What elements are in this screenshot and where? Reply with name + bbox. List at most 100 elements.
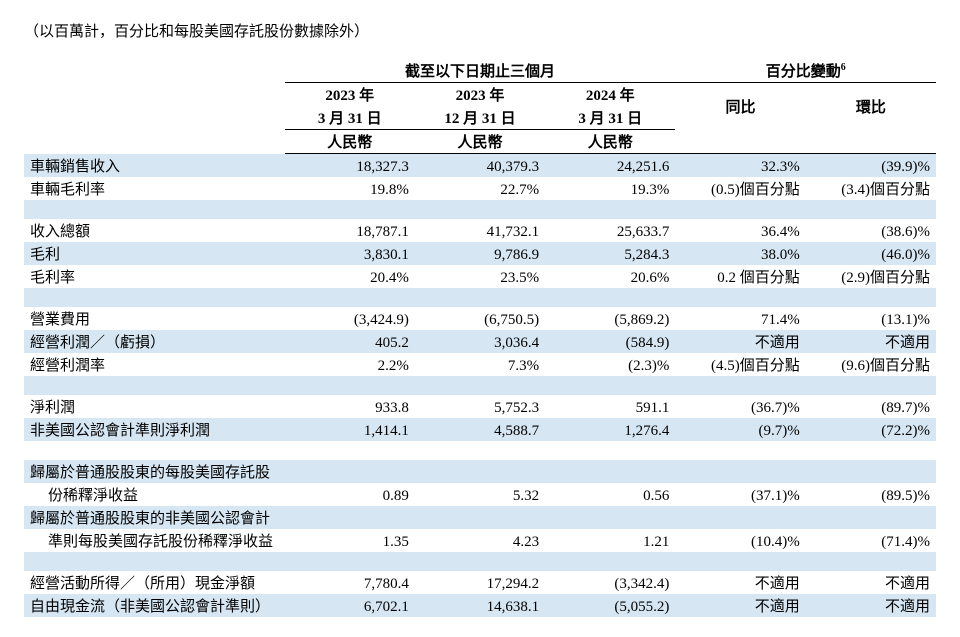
cell-value: 22.7% — [415, 177, 545, 200]
period-spanner: 截至以下日期止三個月 — [285, 59, 676, 83]
cell-value: 1.35 — [285, 529, 415, 552]
cell-value: (89.7)% — [806, 395, 936, 418]
cell-value: 41,732.1 — [415, 219, 545, 242]
cell-value: 18,787.1 — [285, 219, 415, 242]
row-label: 淨利潤 — [24, 395, 285, 418]
blank-row — [24, 441, 936, 460]
row-label: 車輛銷售收入 — [24, 154, 285, 177]
cell-value: 5,284.3 — [545, 242, 675, 265]
cell-value: 14,638.1 — [415, 594, 545, 617]
table-row: 經營利潤率2.2%7.3%(2.3)%(4.5)個百分點(9.6)個百分點 — [24, 353, 936, 376]
cell-value: (89.5)% — [806, 483, 936, 506]
table-row: 歸屬於普通股股東的非美國公認會計 — [24, 506, 936, 529]
change-spanner-sup: 6 — [841, 62, 846, 73]
row-label: 自由現金流（非美國公認會計準則） — [24, 594, 285, 617]
cell-value: (9.6)個百分點 — [806, 353, 936, 376]
cell-value: 20.6% — [545, 265, 675, 288]
cell-value: (3,342.4) — [545, 571, 675, 594]
cell-value — [675, 506, 805, 529]
financial-table: 截至以下日期止三個月 百分比變動6 2023 年 2023 年 2024 年 同… — [24, 59, 936, 617]
cell-value: 25,633.7 — [545, 219, 675, 242]
col2-currency: 人民幣 — [415, 130, 545, 154]
col3-date: 3 月 31 日 — [545, 106, 675, 130]
header-row-currency: 人民幣 人民幣 人民幣 — [24, 130, 936, 154]
change-spanner: 百分比變動6 — [675, 59, 936, 83]
cell-value: (584.9) — [545, 330, 675, 353]
table-row: 份稀釋淨收益0.895.320.56(37.1)%(89.5)% — [24, 483, 936, 506]
cell-value: (3.4)個百分點 — [806, 177, 936, 200]
table-row: 車輛銷售收入18,327.340,379.324,251.632.3%(39.9… — [24, 154, 936, 177]
cell-value — [545, 506, 675, 529]
cell-value: (5,055.2) — [545, 594, 675, 617]
cell-value — [545, 460, 675, 483]
blank-row — [24, 288, 936, 307]
cell-value: 0.2 個百分點 — [675, 265, 805, 288]
cell-value: 933.8 — [285, 395, 415, 418]
header-row-spanners: 截至以下日期止三個月 百分比變動6 — [24, 59, 936, 83]
cell-value: 5,752.3 — [415, 395, 545, 418]
change-spanner-text: 百分比變動 — [766, 64, 841, 80]
row-label: 經營活動所得／（所用）現金淨額 — [24, 571, 285, 594]
cell-value: (0.5)個百分點 — [675, 177, 805, 200]
blank-row — [24, 376, 936, 395]
cell-value — [806, 506, 936, 529]
cell-value — [285, 460, 415, 483]
cell-value: (4.5)個百分點 — [675, 353, 805, 376]
table-row: 非美國公認會計準則淨利潤1,414.14,588.71,276.4(9.7)%(… — [24, 418, 936, 441]
cell-value — [285, 506, 415, 529]
cell-value: 不適用 — [806, 571, 936, 594]
table-row: 毛利率20.4%23.5%20.6%0.2 個百分點(2.9)個百分點 — [24, 265, 936, 288]
row-label: 經營利潤／（虧損） — [24, 330, 285, 353]
cell-value: 5.32 — [415, 483, 545, 506]
cell-value: 591.1 — [545, 395, 675, 418]
cell-value: 3,830.1 — [285, 242, 415, 265]
cell-value: 20.4% — [285, 265, 415, 288]
cell-value: (71.4)% — [806, 529, 936, 552]
table-row: 準則每股美國存託股份稀釋淨收益1.354.231.21(10.4)%(71.4)… — [24, 529, 936, 552]
row-label: 毛利 — [24, 242, 285, 265]
table-row: 自由現金流（非美國公認會計準則）6,702.114,638.1(5,055.2)… — [24, 594, 936, 617]
table-row: 收入總額18,787.141,732.125,633.736.4%(38.6)% — [24, 219, 936, 242]
cell-value: (46.0)% — [806, 242, 936, 265]
cell-value: (72.2)% — [806, 418, 936, 441]
cell-value: 4.23 — [415, 529, 545, 552]
cell-value: 18,327.3 — [285, 154, 415, 177]
cell-value — [675, 460, 805, 483]
cell-value: 9,786.9 — [415, 242, 545, 265]
col2-year: 2023 年 — [415, 83, 545, 107]
cell-value: 24,251.6 — [545, 154, 675, 177]
row-label: 歸屬於普通股股東的每股美國存託股 — [24, 460, 285, 483]
row-label: 收入總額 — [24, 219, 285, 242]
cell-value — [415, 460, 545, 483]
cell-value: 4,588.7 — [415, 418, 545, 441]
table-caption: （以百萬計，百分比和每股美國存託股份數據除外） — [24, 20, 936, 41]
table-row: 經營利潤／（虧損）405.23,036.4(584.9)不適用不適用 — [24, 330, 936, 353]
col1-year: 2023 年 — [285, 83, 415, 107]
cell-value: 19.3% — [545, 177, 675, 200]
row-label: 非美國公認會計準則淨利潤 — [24, 418, 285, 441]
cell-value — [806, 460, 936, 483]
row-label: 經營利潤率 — [24, 353, 285, 376]
cell-value: 3,036.4 — [415, 330, 545, 353]
cell-value: (5,869.2) — [545, 307, 675, 330]
cell-value: 2.2% — [285, 353, 415, 376]
cell-value: (37.1)% — [675, 483, 805, 506]
col1-date: 3 月 31 日 — [285, 106, 415, 130]
row-label: 準則每股美國存託股份稀釋淨收益 — [24, 529, 285, 552]
table-row: 車輛毛利率19.8%22.7%19.3%(0.5)個百分點(3.4)個百分點 — [24, 177, 936, 200]
row-label: 營業費用 — [24, 307, 285, 330]
cell-value: 71.4% — [675, 307, 805, 330]
cell-value: 6,702.1 — [285, 594, 415, 617]
cell-value: 不適用 — [675, 330, 805, 353]
cell-value: 17,294.2 — [415, 571, 545, 594]
cell-value: (3,424.9) — [285, 307, 415, 330]
col3-year: 2024 年 — [545, 83, 675, 107]
cell-value: (36.7)% — [675, 395, 805, 418]
cell-value: 0.89 — [285, 483, 415, 506]
table-row: 經營活動所得／（所用）現金淨額7,780.417,294.2(3,342.4)不… — [24, 571, 936, 594]
col2-date: 12 月 31 日 — [415, 106, 545, 130]
cell-value: 405.2 — [285, 330, 415, 353]
cell-value: 不適用 — [806, 330, 936, 353]
blank-row — [24, 552, 936, 571]
row-label: 車輛毛利率 — [24, 177, 285, 200]
